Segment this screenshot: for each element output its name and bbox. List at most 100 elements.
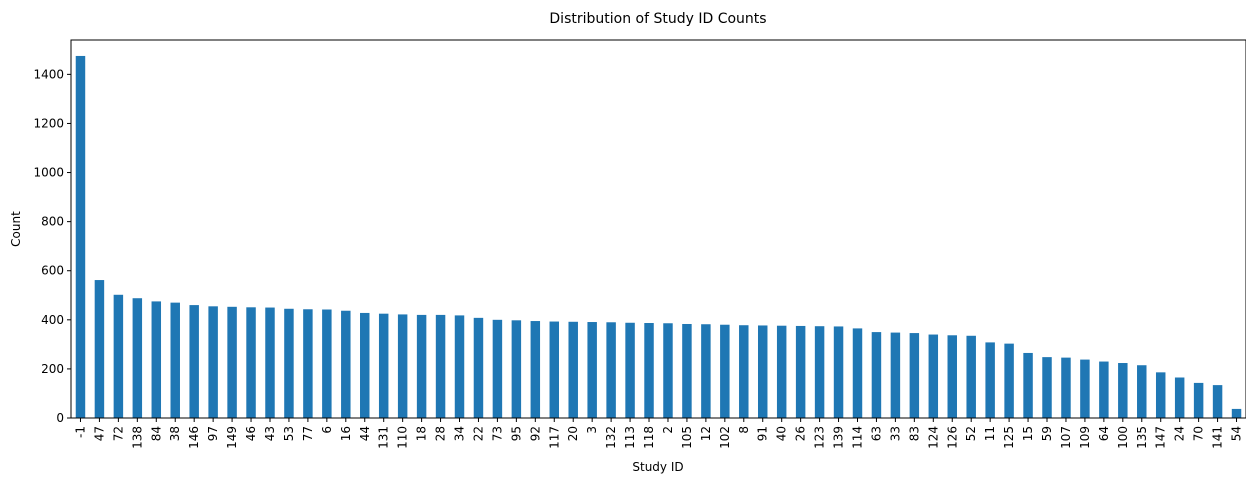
x-tick-label: 117 — [547, 426, 561, 449]
bar — [890, 332, 901, 418]
x-tick-label: 47 — [92, 426, 106, 441]
x-tick-label: 113 — [623, 426, 637, 449]
bar — [1061, 357, 1071, 418]
bar — [549, 321, 560, 418]
bar — [397, 314, 408, 418]
x-tick-label: 73 — [490, 426, 504, 441]
x-tick-label: 126 — [945, 426, 959, 449]
x-tick-label: 38 — [168, 426, 182, 441]
x-tick-label: 2 — [661, 426, 675, 434]
bar — [454, 315, 465, 418]
bar — [1099, 361, 1109, 418]
x-tick-label: 34 — [453, 426, 467, 441]
x-tick-label: 135 — [1135, 426, 1149, 449]
bar — [833, 326, 844, 418]
bar — [435, 314, 446, 418]
x-tick-label: 114 — [850, 426, 864, 449]
bar — [928, 334, 939, 418]
bar — [492, 319, 503, 418]
x-tick-label: 123 — [813, 426, 827, 449]
bar — [701, 324, 711, 418]
y-tick-label: 1200 — [33, 116, 64, 130]
x-tick-label: 22 — [471, 426, 485, 441]
x-tick-label: 72 — [111, 426, 125, 441]
x-tick-label: 95 — [509, 426, 523, 441]
bar — [1004, 343, 1014, 418]
plot-frame — [70, 39, 1246, 419]
x-tick-label: 109 — [1078, 426, 1092, 449]
y-tick-label: 800 — [41, 215, 64, 229]
bar — [1193, 382, 1204, 418]
bar — [663, 323, 673, 418]
x-tick-label: 84 — [149, 426, 163, 441]
bar — [985, 342, 995, 418]
x-tick-label: 20 — [566, 426, 580, 441]
bar — [1023, 352, 1033, 418]
bar — [776, 325, 787, 418]
x-tick-label: 100 — [1116, 426, 1130, 449]
x-tick-label: 59 — [1040, 426, 1054, 441]
bar — [322, 309, 332, 418]
bar — [1042, 357, 1052, 418]
x-tick-label: 8 — [737, 426, 751, 434]
x-tick-label: 64 — [1097, 426, 1111, 441]
x-tick-label: 107 — [1059, 426, 1073, 449]
bar — [1080, 359, 1090, 418]
x-tick-label: 63 — [869, 426, 883, 441]
bar — [871, 332, 882, 418]
y-tick-label: 0 — [56, 411, 64, 425]
y-tick-label: 400 — [41, 313, 64, 327]
x-tick-label: 43 — [263, 426, 277, 441]
x-tick-label: 105 — [680, 426, 694, 449]
y-axis-label: Count — [9, 211, 23, 247]
x-tick-label: 15 — [1021, 426, 1035, 441]
x-tick-label: 26 — [794, 426, 808, 441]
x-tick-label: 46 — [244, 426, 258, 441]
bar — [75, 55, 86, 419]
bar — [795, 325, 806, 418]
x-tick-label: 3 — [585, 426, 599, 434]
bar — [606, 322, 616, 418]
x-tick-label: 92 — [528, 426, 542, 441]
x-tick-label: 40 — [775, 426, 789, 441]
x-tick-label: -1 — [73, 426, 87, 438]
bar — [511, 320, 522, 418]
x-tick-label: 139 — [832, 426, 846, 449]
bar — [94, 280, 105, 418]
bar — [966, 335, 976, 418]
x-tick-label: 77 — [301, 426, 315, 441]
x-tick-label: 141 — [1211, 426, 1225, 449]
bar — [814, 326, 825, 418]
bar — [378, 313, 389, 418]
x-tick-label: 124 — [926, 426, 940, 449]
bar — [246, 307, 256, 418]
x-tick-label: 24 — [1173, 426, 1187, 441]
x-tick-label: 146 — [187, 426, 201, 449]
x-tick-label: 70 — [1192, 426, 1206, 441]
y-tick-label: 1400 — [33, 67, 64, 81]
x-tick-label: 33 — [888, 426, 902, 441]
x-tick-label: 52 — [964, 426, 978, 441]
x-tick-label: 149 — [225, 426, 239, 449]
bar — [341, 310, 351, 418]
x-tick-label: 28 — [434, 426, 448, 441]
y-tick-label: 200 — [41, 362, 64, 376]
bar — [132, 298, 143, 418]
bar — [587, 322, 597, 418]
bar — [625, 322, 635, 418]
y-tick-label: 600 — [41, 264, 64, 278]
x-tick-label: 132 — [604, 426, 618, 449]
x-tick-label: 54 — [1230, 426, 1244, 441]
bar — [416, 314, 427, 418]
bar — [682, 323, 692, 418]
x-axis-ticks: -1 47 72 138 84 38 146 97 149 46 43 53 77 6 16 44 131 110… — [73, 418, 1244, 449]
bar — [852, 328, 863, 418]
bar — [113, 294, 124, 418]
bar — [284, 308, 294, 418]
x-tick-label: 97 — [206, 426, 220, 441]
x-tick-label: 53 — [282, 426, 296, 441]
bar — [1155, 372, 1166, 418]
x-tick-label: 131 — [377, 426, 391, 449]
